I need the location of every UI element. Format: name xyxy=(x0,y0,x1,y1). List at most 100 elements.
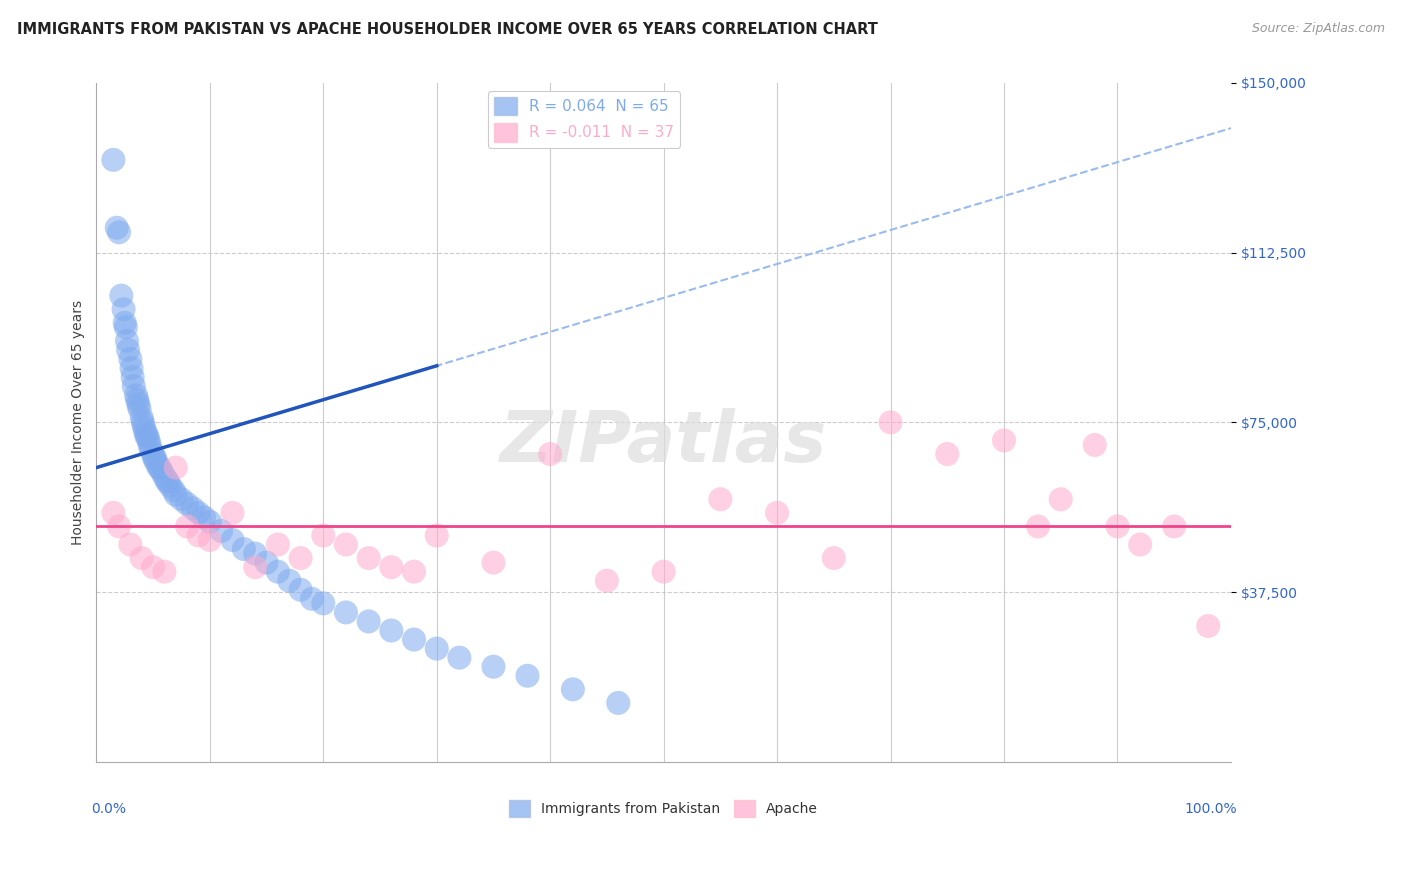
Point xyxy=(165,460,187,475)
Point xyxy=(1197,619,1219,633)
Point xyxy=(652,565,675,579)
Point xyxy=(131,551,153,566)
Legend: Immigrants from Pakistan, Apache: Immigrants from Pakistan, Apache xyxy=(503,795,824,822)
Point xyxy=(149,460,172,475)
Point xyxy=(120,351,142,366)
Point xyxy=(139,442,162,457)
Point xyxy=(1026,519,1049,533)
Text: 100.0%: 100.0% xyxy=(1184,803,1237,816)
Point xyxy=(108,519,131,533)
Point xyxy=(142,560,165,574)
Point xyxy=(1049,492,1071,507)
Point xyxy=(142,447,165,461)
Point xyxy=(181,501,204,516)
Point xyxy=(136,429,159,443)
Point xyxy=(162,483,184,498)
Point xyxy=(823,551,845,566)
Point xyxy=(312,596,335,610)
Point xyxy=(1129,537,1152,551)
Point xyxy=(143,451,166,466)
Point xyxy=(766,506,789,520)
Point xyxy=(357,615,380,629)
Point xyxy=(156,474,179,488)
Point xyxy=(290,582,312,597)
Text: ZIPatlas: ZIPatlas xyxy=(501,409,827,477)
Point xyxy=(187,528,209,542)
Point xyxy=(143,451,166,466)
Point xyxy=(148,460,170,475)
Point xyxy=(193,510,215,524)
Point xyxy=(561,682,583,697)
Point xyxy=(127,392,149,407)
Point xyxy=(153,469,176,483)
Point xyxy=(145,456,167,470)
Point xyxy=(153,565,176,579)
Point xyxy=(402,565,425,579)
Point xyxy=(1107,519,1129,533)
Point xyxy=(103,506,125,520)
Point xyxy=(312,528,335,542)
Point xyxy=(1084,438,1107,452)
Point xyxy=(357,551,380,566)
Point xyxy=(132,415,155,429)
Point xyxy=(170,492,193,507)
Point xyxy=(516,669,538,683)
Y-axis label: Householder Income Over 65 years: Householder Income Over 65 years xyxy=(72,300,86,545)
Point xyxy=(125,388,148,402)
Point xyxy=(245,560,267,574)
Point xyxy=(538,447,561,461)
Point xyxy=(120,537,142,551)
Point xyxy=(103,153,125,167)
Point xyxy=(301,591,323,606)
Point xyxy=(110,288,132,302)
Point xyxy=(127,397,149,411)
Point xyxy=(112,302,135,317)
Point xyxy=(138,434,160,448)
Point xyxy=(221,533,243,547)
Point xyxy=(709,492,731,507)
Point xyxy=(128,401,150,416)
Point xyxy=(426,641,449,656)
Point xyxy=(131,410,153,425)
Point xyxy=(117,343,139,357)
Point xyxy=(278,574,301,588)
Point xyxy=(165,488,187,502)
Point xyxy=(936,447,959,461)
Point xyxy=(114,316,136,330)
Text: 0.0%: 0.0% xyxy=(90,803,125,816)
Point xyxy=(132,420,155,434)
Point xyxy=(380,560,402,574)
Point xyxy=(134,425,156,439)
Point xyxy=(232,542,254,557)
Point xyxy=(245,547,267,561)
Point xyxy=(187,506,209,520)
Point xyxy=(121,370,143,384)
Point xyxy=(176,519,198,533)
Point xyxy=(482,556,505,570)
Point xyxy=(122,379,145,393)
Point xyxy=(198,515,221,529)
Point xyxy=(135,429,157,443)
Point xyxy=(596,574,619,588)
Point xyxy=(482,659,505,673)
Point xyxy=(105,220,128,235)
Point xyxy=(993,434,1015,448)
Point xyxy=(150,465,173,479)
Text: IMMIGRANTS FROM PAKISTAN VS APACHE HOUSEHOLDER INCOME OVER 65 YEARS CORRELATION : IMMIGRANTS FROM PAKISTAN VS APACHE HOUSE… xyxy=(17,22,877,37)
Point xyxy=(209,524,232,538)
Point xyxy=(402,632,425,647)
Point xyxy=(335,606,357,620)
Point xyxy=(335,537,357,551)
Point xyxy=(221,506,243,520)
Point xyxy=(290,551,312,566)
Text: Source: ZipAtlas.com: Source: ZipAtlas.com xyxy=(1251,22,1385,36)
Point xyxy=(138,438,160,452)
Point xyxy=(426,528,449,542)
Point xyxy=(449,650,471,665)
Point xyxy=(176,497,198,511)
Point xyxy=(267,565,290,579)
Point xyxy=(879,415,901,429)
Point xyxy=(607,696,630,710)
Point xyxy=(267,537,290,551)
Point xyxy=(198,533,221,547)
